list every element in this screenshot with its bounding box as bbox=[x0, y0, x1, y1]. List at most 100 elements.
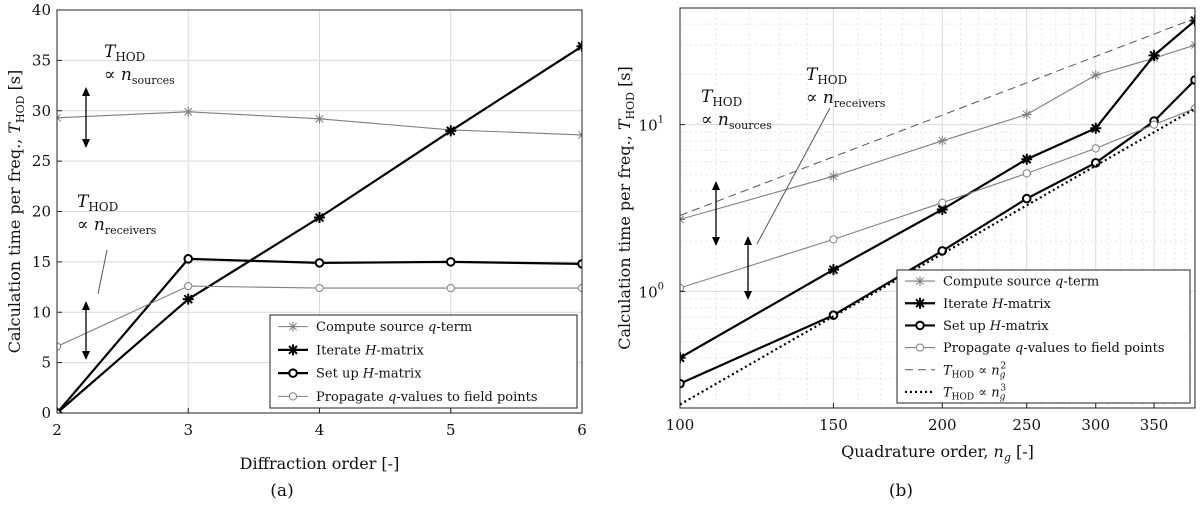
panel-caption: (b) bbox=[889, 481, 913, 501]
legend-entry: Compute source q-term bbox=[905, 275, 1099, 290]
x-tick-label: 6 bbox=[577, 421, 587, 439]
series-5 bbox=[680, 107, 1195, 406]
legend-entry: Iterate H-matrix bbox=[905, 297, 1051, 312]
data-point bbox=[445, 257, 456, 267]
y-tick-label: 40 bbox=[32, 1, 51, 19]
legend: Compute source q-term Iterate H-matrix Set… bbox=[896, 269, 1191, 404]
panel-caption: (a) bbox=[270, 481, 293, 501]
x-tick-label: 100 bbox=[666, 416, 695, 434]
data-point bbox=[827, 264, 839, 276]
series-3 bbox=[680, 104, 1195, 292]
legend-entry: THOD ∝ ng3 bbox=[905, 383, 1006, 402]
chart-panel-b: 100 150 200 250 300 350 100 101 Quadrature order… bbox=[615, 7, 1196, 501]
legend-label: Iterate H-matrix bbox=[316, 343, 424, 358]
x-tick-label: 5 bbox=[446, 421, 456, 439]
x-axis-label: Diffraction order [-] bbox=[240, 454, 400, 473]
series-1 bbox=[680, 15, 1195, 364]
data-point bbox=[938, 198, 947, 207]
legend-label: THOD ∝ ng2 bbox=[943, 361, 1006, 380]
data-point bbox=[1090, 122, 1102, 134]
axes-box bbox=[679, 7, 1196, 409]
data-point bbox=[828, 171, 839, 182]
series-group bbox=[57, 40, 582, 413]
annotation-title: THOD bbox=[701, 87, 742, 109]
y-tick-label: 20 bbox=[32, 203, 51, 221]
chart-panel-a: 2 3 4 5 6 0 5 10 15 20 25 30 35 40 Diffraction order [… bbox=[5, 1, 587, 501]
x-tick-label: 3 bbox=[183, 421, 193, 439]
legend-marker-sample bbox=[288, 321, 298, 332]
data-point bbox=[183, 254, 194, 264]
data-point bbox=[315, 283, 324, 293]
data-point bbox=[937, 135, 948, 146]
legend-marker-sample bbox=[915, 276, 925, 287]
y-tick-label: 101 bbox=[639, 115, 664, 135]
data-point bbox=[184, 281, 193, 291]
legend-marker-sample bbox=[288, 392, 298, 401]
y-tick-label: 10 bbox=[32, 303, 51, 321]
legend-entry: Compute source q-term bbox=[278, 320, 472, 335]
data-point bbox=[829, 235, 838, 244]
y-tick-label: 30 bbox=[32, 102, 51, 120]
data-point bbox=[577, 283, 582, 293]
legend-entry: Propagate q-values to field points bbox=[278, 390, 538, 405]
legend-entry: Set up H-matrix bbox=[905, 319, 1049, 334]
legend-label: Set up H-matrix bbox=[943, 319, 1049, 334]
legend-entry: Set up H-matrix bbox=[278, 367, 422, 382]
legend-label: Propagate q-values to field points bbox=[316, 390, 538, 405]
tick-labels: 100 150 200 250 300 350 100 101 bbox=[639, 115, 1169, 434]
tick-labels: 2 3 4 5 6 0 5 10 15 20 25 30 35 40 bbox=[32, 1, 587, 439]
y-tick-label: 5 bbox=[41, 354, 51, 372]
annotation-arrow-head-up bbox=[744, 236, 752, 245]
data-point bbox=[1149, 120, 1159, 129]
x-axis-label: Quadrature order, ng [-] bbox=[841, 442, 1034, 464]
data-point bbox=[1021, 153, 1033, 165]
y-tick-label: 100 bbox=[639, 281, 664, 301]
annotation-arrow-head-up bbox=[82, 87, 90, 96]
annotation-title: THOD bbox=[806, 65, 847, 87]
x-tick-label: 350 bbox=[1140, 416, 1169, 434]
data-point bbox=[314, 113, 325, 124]
x-tick-label: 200 bbox=[928, 416, 957, 434]
x-tick-label: 300 bbox=[1081, 416, 1110, 434]
annotation-receivers: THOD∝ nreceivers bbox=[77, 192, 157, 360]
legend-entry: THOD ∝ ng2 bbox=[905, 361, 1006, 380]
annotation-leader bbox=[97, 249, 108, 295]
data-point bbox=[314, 212, 325, 224]
legend-marker-sample bbox=[914, 297, 926, 309]
y-tick-label: 15 bbox=[32, 253, 51, 271]
legend-label: Iterate H-matrix bbox=[943, 297, 1051, 312]
y-axis-label: Calculation time per freq., THOD [s] bbox=[615, 66, 637, 350]
data-point bbox=[1091, 144, 1100, 153]
x-tick-label: 2 bbox=[52, 421, 62, 439]
y-tick-label: 0 bbox=[41, 404, 51, 422]
y-tick-label: 35 bbox=[32, 51, 51, 69]
legend-marker-sample bbox=[287, 344, 299, 356]
data-point bbox=[1090, 158, 1101, 168]
series-line bbox=[680, 107, 1195, 406]
series-1 bbox=[57, 40, 582, 413]
data-point bbox=[1090, 70, 1101, 81]
annotation-relation: ∝ nsources bbox=[701, 110, 772, 132]
data-point bbox=[314, 258, 325, 268]
data-point bbox=[937, 246, 948, 256]
legend-marker-sample bbox=[288, 368, 298, 378]
x-tick-label: 4 bbox=[315, 421, 325, 439]
annotation-arrow-head-down bbox=[744, 291, 752, 300]
series-line bbox=[680, 17, 1195, 216]
legend-label: Set up H-matrix bbox=[316, 367, 422, 382]
legend-label: Compute source q-term bbox=[943, 275, 1099, 290]
annotation-title: THOD bbox=[77, 192, 118, 214]
data-point bbox=[1148, 49, 1160, 61]
legend-box bbox=[896, 269, 1191, 404]
legend-box bbox=[269, 314, 578, 409]
x-tick-label: 150 bbox=[819, 416, 848, 434]
data-point bbox=[182, 293, 194, 305]
annotation-sources: THOD∝ nsources bbox=[82, 42, 175, 148]
legend-label: Propagate q-values to field points bbox=[943, 341, 1165, 356]
series-4 bbox=[680, 17, 1195, 216]
data-point bbox=[1021, 109, 1032, 120]
legend-entry: Iterate H-matrix bbox=[278, 343, 424, 358]
series-group bbox=[680, 15, 1195, 406]
legend: Compute source q-term Iterate H-matrix Set… bbox=[269, 314, 578, 409]
